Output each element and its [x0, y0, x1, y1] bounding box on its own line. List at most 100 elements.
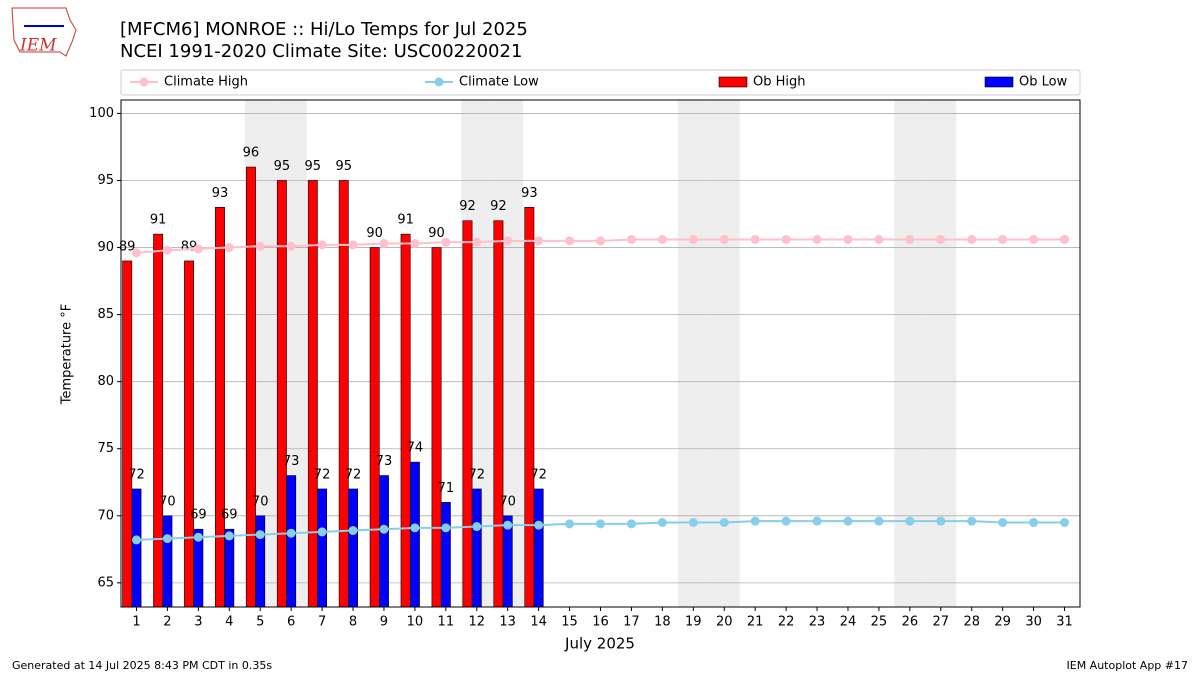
legend-label: Climate High [164, 75, 248, 90]
y-tick-label: 65 [97, 575, 114, 590]
line-marker [998, 518, 1008, 527]
data-label: 72 [345, 467, 362, 482]
x-tick-label: 10 [407, 615, 424, 630]
line-marker [224, 531, 234, 541]
data-label: 70 [499, 494, 516, 509]
line-marker [750, 516, 760, 526]
legend-label: Climate Low [459, 75, 539, 90]
weekend-shade [677, 100, 709, 607]
data-label: 89 [119, 239, 136, 254]
x-tick-label: 11 [438, 615, 455, 630]
y-tick-label: 85 [97, 307, 114, 322]
line-marker [1060, 518, 1070, 527]
bar [379, 475, 389, 608]
line-marker [224, 243, 234, 253]
line-marker [967, 516, 977, 526]
y-tick-label: 70 [97, 508, 114, 523]
x-tick-label: 25 [871, 615, 888, 630]
weekend-shade [894, 100, 926, 607]
legend-label: Ob Low [1019, 75, 1068, 90]
x-tick-label: 16 [592, 615, 609, 630]
line-marker [379, 239, 389, 249]
line-marker [255, 241, 265, 251]
line-marker [379, 524, 389, 534]
x-tick-label: 24 [840, 615, 857, 630]
data-label: 93 [521, 186, 538, 201]
line-marker [812, 516, 822, 526]
line-marker [565, 519, 575, 529]
logo: IEM [11, 7, 77, 57]
bar [471, 488, 482, 608]
y-tick-label: 95 [97, 173, 114, 188]
data-label: 92 [459, 199, 476, 214]
line-marker [193, 244, 203, 254]
bar [493, 220, 504, 608]
bar [255, 515, 266, 608]
data-label: 93 [212, 186, 229, 201]
y-tick-label: 80 [97, 374, 114, 389]
line-marker [348, 526, 358, 536]
bar [131, 488, 142, 608]
x-tick-label: 26 [902, 615, 919, 630]
data-label: 95 [274, 159, 291, 174]
line-marker [936, 234, 946, 244]
legend-swatch-marker [139, 77, 149, 87]
x-tick-label: 21 [747, 615, 764, 630]
line-marker [503, 520, 513, 530]
bar [400, 233, 411, 608]
legend-swatch-marker [434, 77, 444, 87]
legend-box [120, 69, 1081, 96]
x-tick-label: 18 [654, 615, 671, 630]
data-label: 91 [397, 213, 414, 228]
line-marker [317, 527, 327, 537]
data-label: 70 [252, 494, 269, 509]
x-tick-label: 12 [468, 615, 485, 630]
line-marker [162, 534, 172, 544]
footer-right: IEM Autoplot App #17 [1067, 659, 1189, 672]
line-marker [286, 241, 296, 251]
legend-label: Ob High [753, 75, 806, 90]
bar [122, 260, 133, 608]
line-marker [441, 523, 451, 533]
logo-text: IEM [19, 36, 57, 56]
logo-outline [11, 7, 77, 57]
data-label: 74 [407, 441, 424, 456]
line-marker [967, 234, 977, 244]
weekend-shade [708, 100, 740, 607]
line-marker [441, 237, 451, 247]
data-label: 72 [128, 467, 145, 482]
y-tick-label: 75 [97, 441, 114, 456]
bar [409, 461, 420, 608]
x-tick-label: 19 [685, 615, 702, 630]
x-tick-label: 20 [716, 615, 733, 630]
y-tick-label: 90 [97, 240, 114, 255]
x-tick-label: 3 [194, 615, 202, 630]
weekend-shade [925, 100, 957, 607]
data-label: 73 [283, 454, 300, 469]
data-label: 69 [221, 508, 238, 523]
bar [215, 207, 225, 608]
line-marker [936, 516, 946, 526]
x-tick-label: 6 [287, 615, 295, 630]
line-marker [317, 240, 327, 250]
x-tick-label: 9 [380, 615, 388, 630]
line-marker [1029, 234, 1039, 244]
x-tick-label: 23 [809, 615, 826, 630]
line-marker [472, 522, 482, 532]
y-axis-label: Temperature °F [60, 304, 75, 405]
data-label: 92 [490, 199, 507, 214]
chart-subtitle: NCEI 1991-2020 Climate Site: USC00220021 [120, 41, 522, 62]
chart-title: [MFCM6] MONROE :: Hi/Lo Temps for Jul 20… [120, 19, 528, 40]
line-marker [162, 245, 172, 255]
line-marker [626, 234, 636, 244]
line-marker [348, 240, 358, 250]
x-axis-label: July 2025 [564, 635, 635, 653]
x-tick-label: 2 [163, 615, 171, 630]
x-tick-label: 29 [994, 615, 1011, 630]
line-marker [843, 234, 853, 244]
line-marker [255, 530, 265, 540]
line-marker [131, 535, 141, 545]
line-marker [596, 236, 605, 246]
x-tick-label: 13 [499, 615, 516, 630]
